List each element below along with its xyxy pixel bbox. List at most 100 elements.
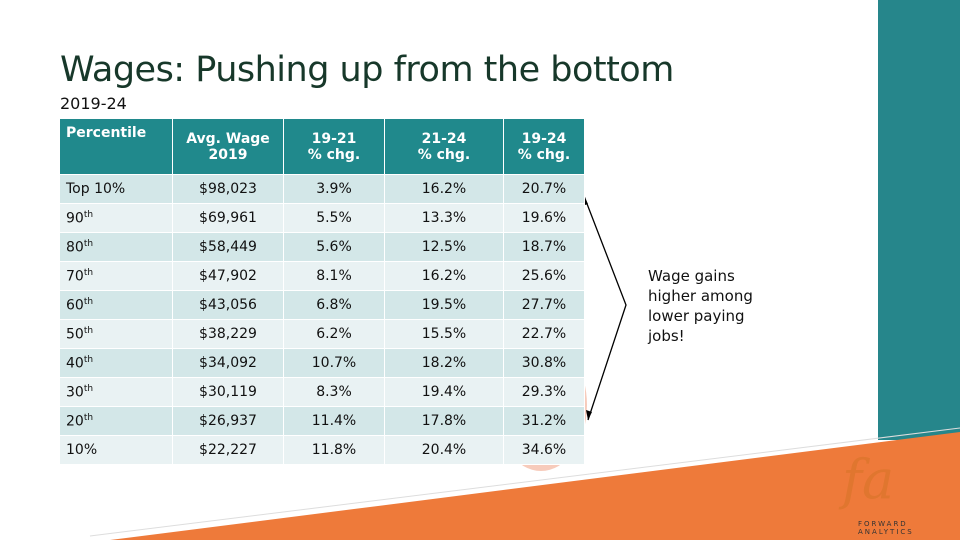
percentile-suffix: th: [83, 209, 94, 220]
annotation: Wage gains higher among lower paying job…: [648, 267, 753, 345]
table-row: 90th $69,961 5.5% 13.3% 19.6%: [59, 203, 585, 233]
header-line: 2019: [208, 146, 248, 163]
percentile: 30: [66, 384, 84, 401]
subtitle: 2019-24: [60, 94, 127, 113]
value-cell: 6.2%: [283, 319, 385, 349]
value-cell: 17.8%: [384, 406, 504, 436]
value-cell: 16.2%: [384, 174, 504, 204]
percentile-suffix: th: [83, 238, 94, 249]
value-cell: $34,092: [172, 348, 284, 378]
value-cell: 20.4%: [384, 435, 504, 465]
value-cell: $43,056: [172, 290, 284, 320]
header-line: 21-24: [421, 130, 467, 147]
value-cell: 19.4%: [384, 377, 504, 407]
value-cell: $22,227: [172, 435, 284, 465]
percentile: 80: [66, 239, 84, 256]
percentile: 20: [66, 413, 84, 430]
value-cell: 15.5%: [384, 319, 504, 349]
percentile-suffix: th: [83, 267, 94, 278]
header-line: Avg. Wage: [186, 130, 270, 147]
value-cell: 30.8%: [503, 348, 585, 378]
table-row: 30th $30,119 8.3% 19.4% 29.3%: [59, 377, 585, 407]
percentile-cell: 20th: [59, 406, 173, 436]
value-cell: $98,023: [172, 174, 284, 204]
value-cell: $58,449: [172, 232, 284, 262]
divider-line: [89, 427, 960, 537]
percentile: Top 10%: [66, 181, 126, 197]
percentile-cell: Top 10%: [59, 174, 173, 204]
value-cell: 16.2%: [384, 261, 504, 291]
value-cell: 8.1%: [283, 261, 385, 291]
value-cell: 10.7%: [283, 348, 385, 378]
percentile-cell: 60th: [59, 290, 173, 320]
percentile: 60: [66, 297, 84, 314]
percentile-cell: 50th: [59, 319, 173, 349]
table-row: 60th $43,056 6.8% 19.5% 27.7%: [59, 290, 585, 320]
value-cell: 6.8%: [283, 290, 385, 320]
value-cell: $30,119: [172, 377, 284, 407]
percentile: 40: [66, 355, 84, 372]
value-cell: $26,937: [172, 406, 284, 436]
value-cell: 22.7%: [503, 319, 585, 349]
arrow: [583, 195, 627, 421]
table-row: 10% $22,227 11.8% 20.4% 34.6%: [59, 435, 585, 465]
value-cell: 13.3%: [384, 203, 504, 233]
value-cell: $69,961: [172, 203, 284, 233]
value-cell: 31.2%: [503, 406, 585, 436]
header-cell: Percentile: [59, 118, 173, 175]
percentile-cell: 30th: [59, 377, 173, 407]
value-cell: 27.7%: [503, 290, 585, 320]
header-cell: 19-21% chg.: [283, 118, 385, 175]
value-cell: $47,902: [172, 261, 284, 291]
value-cell: 5.6%: [283, 232, 385, 262]
value-cell: 11.4%: [283, 406, 385, 436]
header-line: % chg.: [307, 146, 361, 163]
value-cell: 20.7%: [503, 174, 585, 204]
table-row: 40th $34,092 10.7% 18.2% 30.8%: [59, 348, 585, 378]
percentile-suffix: th: [83, 354, 94, 365]
percentile: 70: [66, 268, 84, 285]
value-cell: 5.5%: [283, 203, 385, 233]
percentile-cell: 40th: [59, 348, 173, 378]
percentile-cell: 80th: [59, 232, 173, 262]
header-cell: Avg. Wage 2019: [172, 118, 284, 175]
percentile-suffix: th: [83, 383, 94, 394]
value-cell: 18.7%: [503, 232, 585, 262]
arrow-head: [586, 410, 592, 420]
value-cell: 3.9%: [283, 174, 385, 204]
percentile: 50: [66, 326, 84, 343]
logo-text: FORWARD ANALYTICS: [858, 520, 914, 536]
title: Wages: Pushing up from the bottom: [60, 50, 674, 90]
percentile-suffix: th: [83, 412, 94, 423]
header-line: 19-24: [521, 130, 567, 147]
header-cell: 21-24% chg.: [384, 118, 504, 175]
value-cell: 11.8%: [283, 435, 385, 465]
header-line: % chg.: [517, 146, 571, 163]
value-cell: 8.3%: [283, 377, 385, 407]
value-cell: 18.2%: [384, 348, 504, 378]
value-cell: 19.6%: [503, 203, 585, 233]
table-row: 20th $26,937 11.4% 17.8% 31.2%: [59, 406, 585, 436]
percentile-suffix: th: [83, 296, 94, 307]
percentile: 90: [66, 210, 84, 227]
table-row: 80th $58,449 5.6% 12.5% 18.7%: [59, 232, 585, 262]
header-line: % chg.: [417, 146, 471, 163]
percentile-cell: 10%: [59, 435, 173, 465]
value-cell: 12.5%: [384, 232, 504, 262]
header-row: Percentile Avg. Wage 2019 19-21% chg. 21-24%…: [59, 118, 585, 175]
value-cell: 29.3%: [503, 377, 585, 407]
percentile: 10%: [66, 442, 98, 458]
value-cell: $38,229: [172, 319, 284, 349]
percentile-cell: 70th: [59, 261, 173, 291]
table: Percentile Avg. Wage 2019 19-21% chg. 21-24%…: [59, 118, 585, 465]
value-cell: 25.6%: [503, 261, 585, 291]
table-row: 70th $47,902 8.1% 16.2% 25.6%: [59, 261, 585, 291]
header-cell: 19-24% chg.: [503, 118, 585, 175]
table-row: 50th $38,229 6.2% 15.5% 22.7%: [59, 319, 585, 349]
header-line: 19-21: [311, 130, 357, 147]
value-cell: 19.5%: [384, 290, 504, 320]
percentile-suffix: th: [83, 325, 94, 336]
header-line: Percentile: [66, 125, 147, 141]
percentile-cell: 90th: [59, 203, 173, 233]
